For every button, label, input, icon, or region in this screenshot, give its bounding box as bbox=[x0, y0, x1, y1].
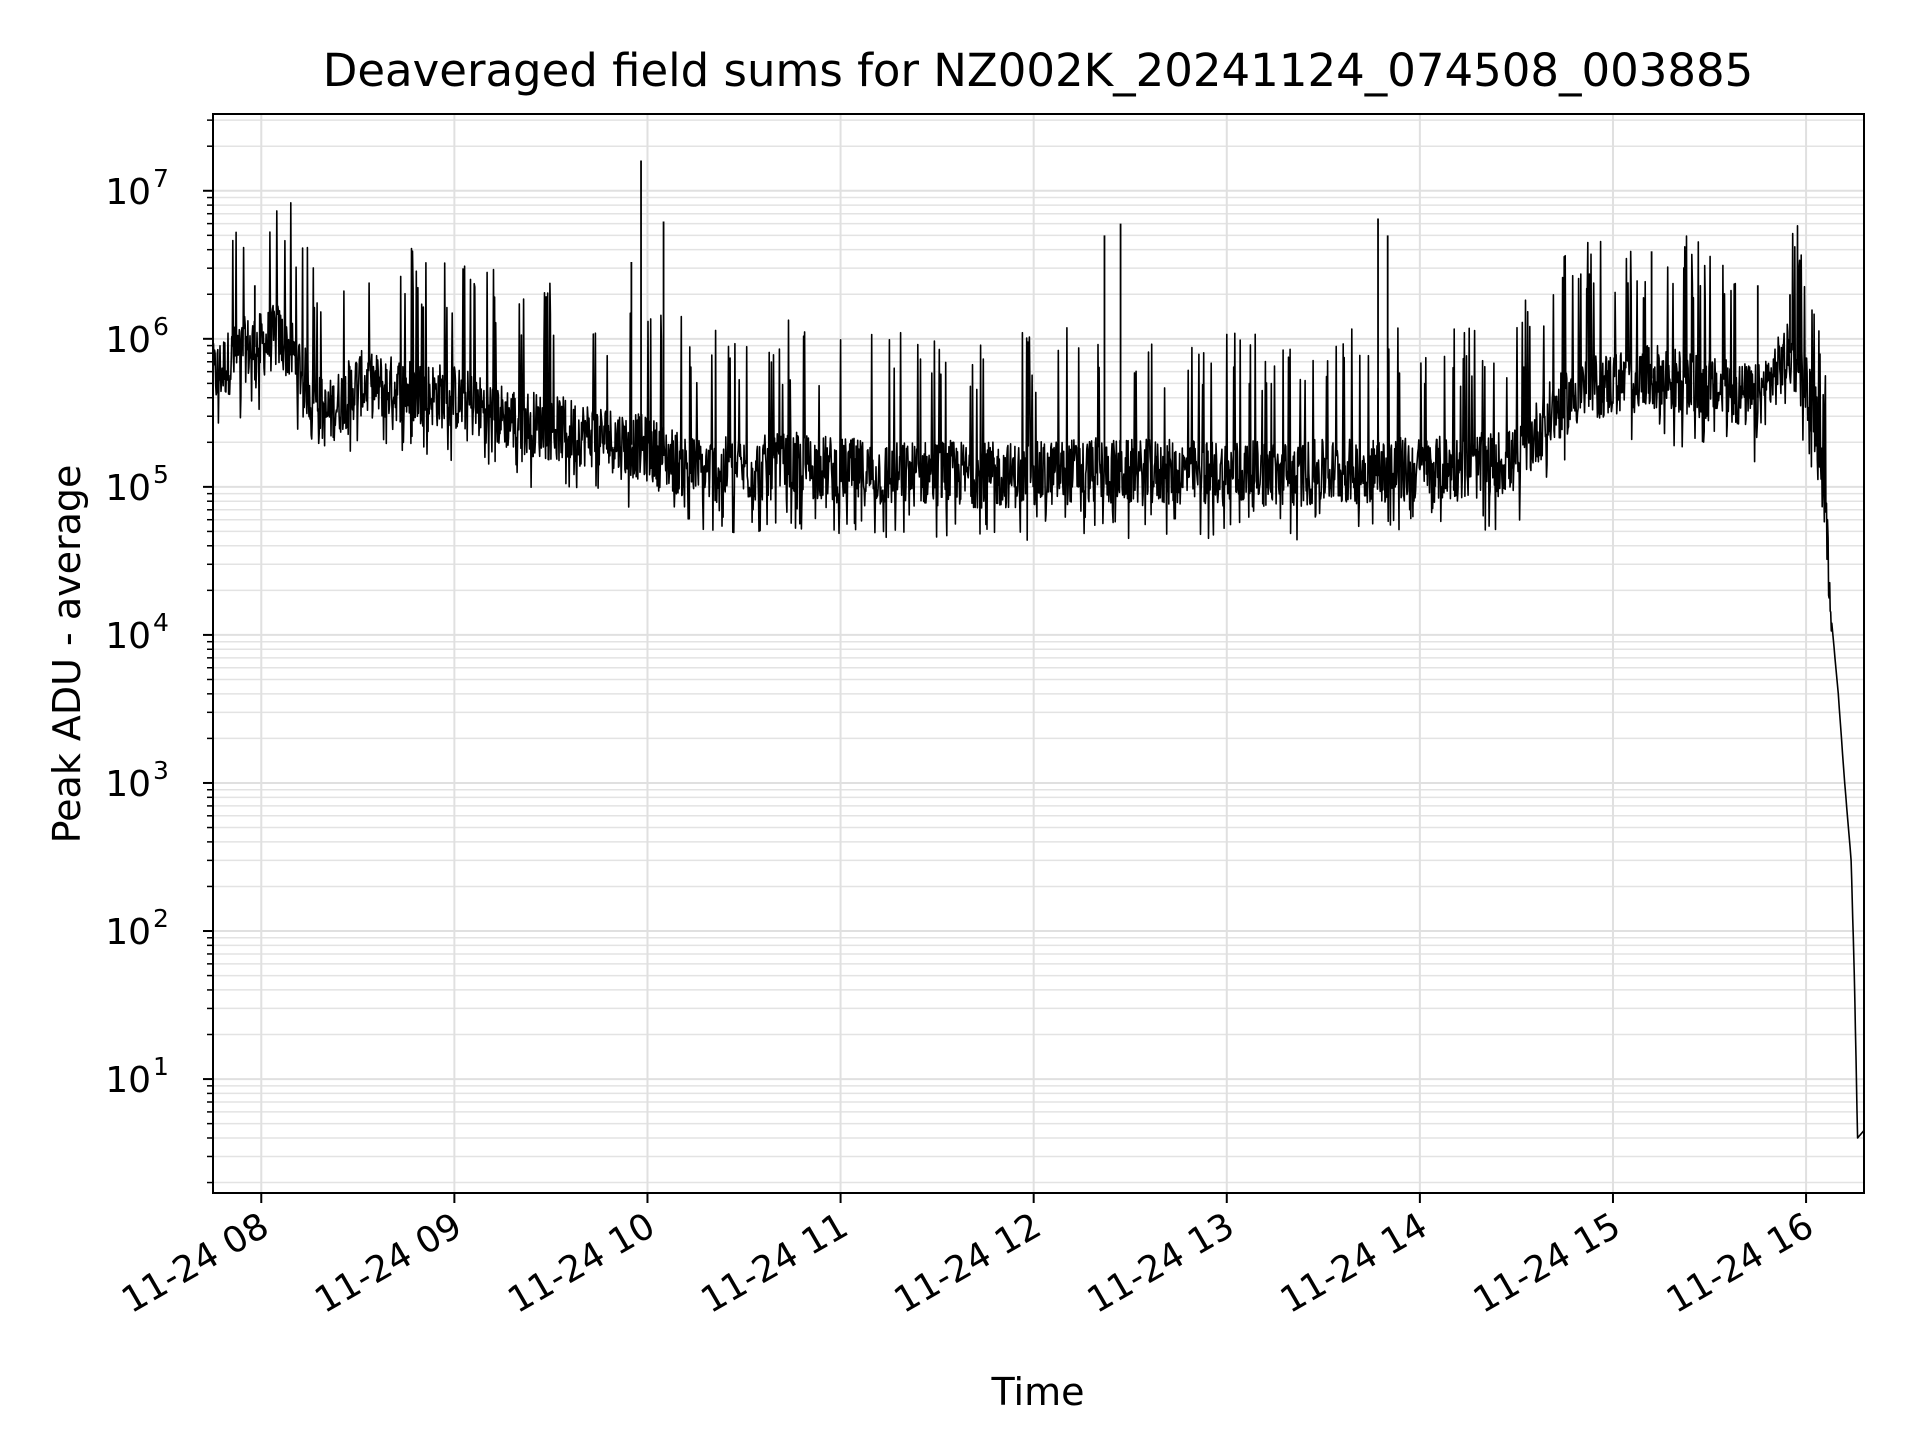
y-tick-label: 10 bbox=[105, 468, 151, 509]
chart-title: Deaveraged field sums for NZ002K_2024112… bbox=[323, 44, 1754, 97]
y-tick-label: 10 bbox=[105, 1060, 151, 1101]
y-tick-exponent: 3 bbox=[153, 756, 169, 785]
y-tick-label: 10 bbox=[105, 616, 151, 657]
x-axis-label: Time bbox=[991, 1370, 1085, 1414]
y-tick-exponent: 7 bbox=[153, 164, 169, 193]
y-tick-label: 10 bbox=[105, 764, 151, 805]
y-axis-label: Peak ADU - average bbox=[45, 465, 89, 844]
y-tick-label: 10 bbox=[105, 172, 151, 213]
y-tick-label: 10 bbox=[105, 912, 151, 953]
y-tick-exponent: 6 bbox=[153, 312, 169, 341]
y-tick-label: 10 bbox=[105, 320, 151, 361]
y-tick-exponent: 5 bbox=[153, 460, 169, 489]
y-tick-exponent: 4 bbox=[153, 608, 169, 637]
y-tick-exponent: 2 bbox=[153, 904, 169, 933]
series-layer bbox=[212, 160, 1865, 1139]
plot-frame bbox=[212, 113, 1865, 1194]
y-tick-exponent: 1 bbox=[153, 1052, 169, 1081]
series-line bbox=[212, 202, 1865, 1139]
